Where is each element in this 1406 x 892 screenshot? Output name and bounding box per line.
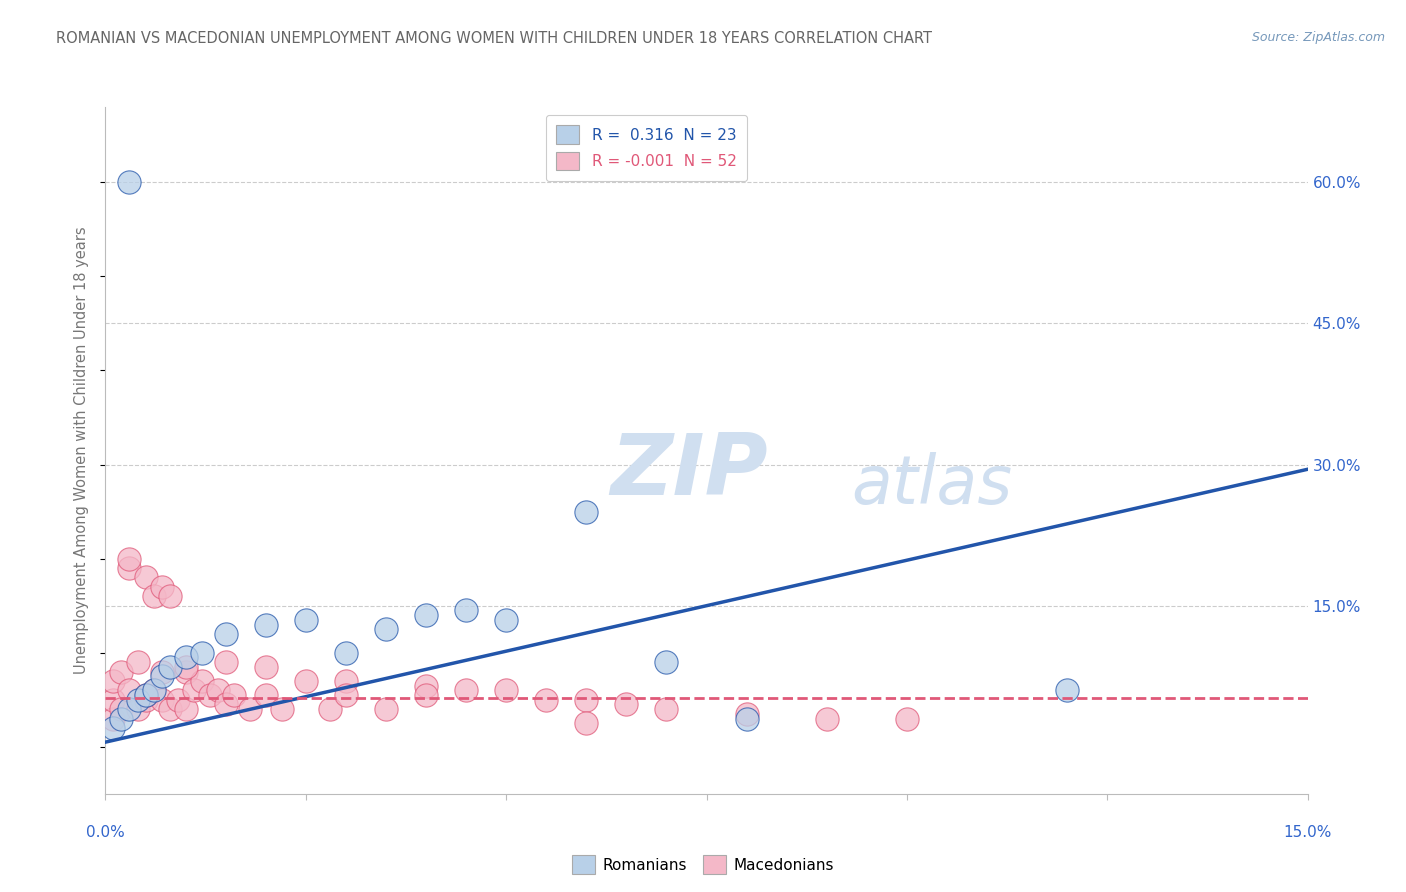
Point [135, 693, 157, 707]
Point [127, 702, 149, 716]
Point [118, 561, 141, 575]
Point [214, 698, 236, 712]
Point [174, 702, 197, 716]
Point [174, 665, 197, 679]
Point [374, 622, 398, 636]
Point [214, 627, 236, 641]
Text: ROMANIAN VS MACEDONIAN UNEMPLOYMENT AMONG WOMEN WITH CHILDREN UNDER 18 YEARS COR: ROMANIAN VS MACEDONIAN UNEMPLOYMENT AMON… [56, 31, 932, 46]
Point [616, 698, 638, 712]
Point [207, 683, 229, 698]
Point [454, 603, 477, 617]
Text: Source: ZipAtlas.com: Source: ZipAtlas.com [1251, 31, 1385, 45]
Point [815, 712, 838, 726]
Point [150, 580, 173, 594]
Point [575, 693, 598, 707]
Point [166, 693, 188, 707]
Point [295, 673, 318, 688]
Legend: Romanians, Macedonians: Romanians, Macedonians [567, 849, 839, 880]
Text: ZIP: ZIP [610, 430, 768, 513]
Point [118, 551, 141, 566]
Point [135, 688, 157, 702]
Point [454, 683, 477, 698]
Point [735, 706, 758, 721]
Point [575, 505, 598, 519]
Point [335, 688, 357, 702]
Point [335, 646, 357, 660]
Point [127, 655, 149, 669]
Point [183, 683, 205, 698]
Legend: R =  0.316  N = 23, R = -0.001  N = 52: R = 0.316 N = 23, R = -0.001 N = 52 [546, 115, 747, 181]
Point [135, 570, 157, 584]
Point [655, 702, 678, 716]
Point [103, 673, 125, 688]
Point [190, 673, 212, 688]
Point [150, 669, 173, 683]
Point [415, 688, 437, 702]
Point [254, 660, 277, 674]
Text: atlas: atlas [851, 452, 1012, 517]
Point [896, 712, 918, 726]
Point [174, 660, 197, 674]
Point [239, 702, 262, 716]
Point [655, 655, 678, 669]
Point [150, 693, 173, 707]
Point [335, 673, 357, 688]
Point [415, 608, 437, 623]
Point [159, 589, 181, 603]
Point [159, 660, 181, 674]
Point [198, 688, 221, 702]
Point [118, 683, 141, 698]
Point [495, 683, 517, 698]
Point [127, 693, 149, 707]
Text: 0.0%: 0.0% [86, 825, 125, 840]
Point [142, 683, 165, 698]
Point [103, 712, 125, 726]
Point [534, 693, 557, 707]
Point [190, 646, 212, 660]
Point [214, 655, 236, 669]
Point [103, 721, 125, 735]
Point [735, 712, 758, 726]
Point [142, 589, 165, 603]
Point [319, 702, 342, 716]
Point [150, 665, 173, 679]
Point [142, 683, 165, 698]
Point [118, 175, 141, 189]
Point [222, 688, 245, 702]
Point [1056, 683, 1078, 698]
Point [118, 702, 141, 716]
Point [159, 702, 181, 716]
Point [254, 688, 277, 702]
Point [135, 688, 157, 702]
Text: 15.0%: 15.0% [1284, 825, 1331, 840]
Point [495, 613, 517, 627]
Point [110, 665, 132, 679]
Point [374, 702, 398, 716]
Point [295, 613, 318, 627]
Point [103, 693, 125, 707]
Point [270, 702, 292, 716]
Point [110, 702, 132, 716]
Point [110, 712, 132, 726]
Point [254, 617, 277, 632]
Point [174, 650, 197, 665]
Y-axis label: Unemployment Among Women with Children Under 18 years: Unemployment Among Women with Children U… [75, 227, 90, 674]
Point [415, 679, 437, 693]
Point [575, 716, 598, 731]
